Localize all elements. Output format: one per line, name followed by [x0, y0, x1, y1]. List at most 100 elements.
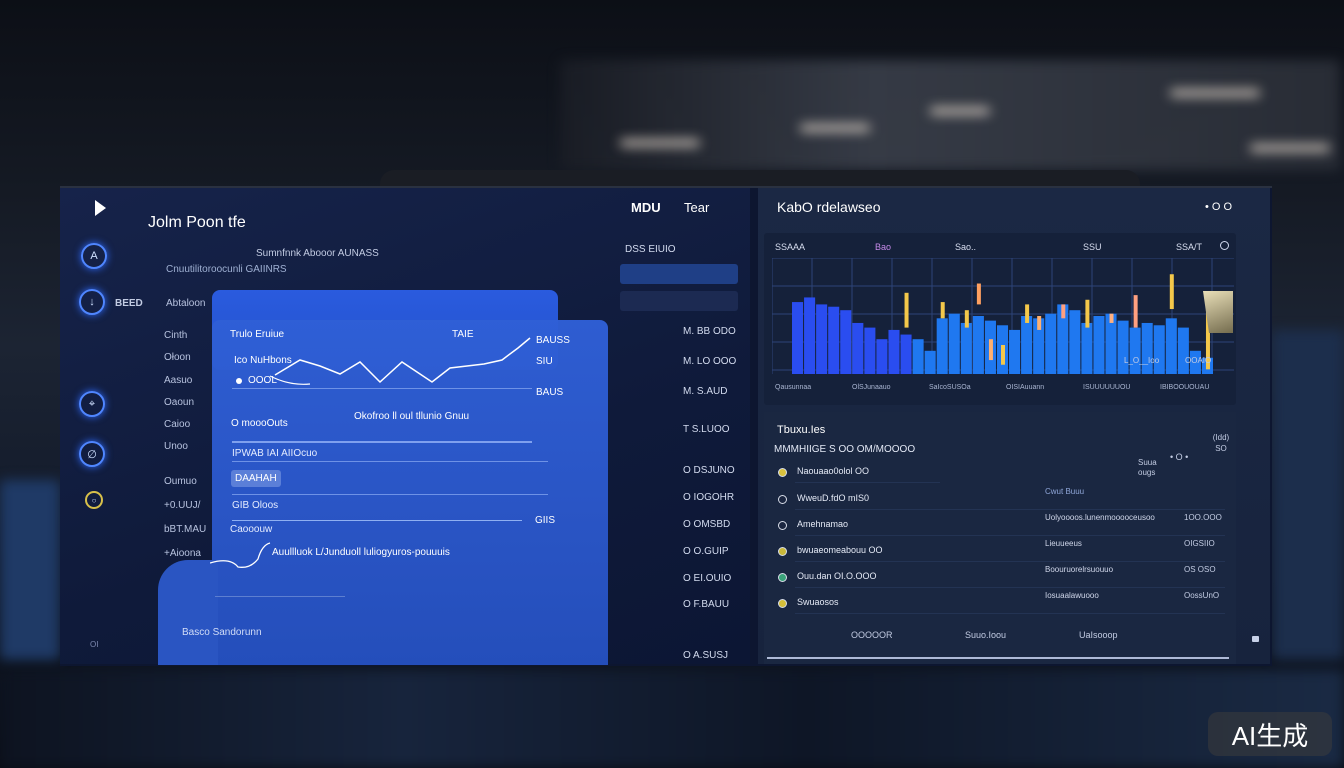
- side-stat: • O •: [1170, 452, 1189, 462]
- header-item[interactable]: MDU: [631, 200, 661, 215]
- data-row[interactable]: IPWAB IAI AIIOcuo: [232, 448, 318, 459]
- chat-icon[interactable]: [1252, 636, 1259, 642]
- volume-bar: [804, 297, 816, 374]
- divider: [232, 441, 532, 443]
- menu-item[interactable]: bBT.MAU: [164, 524, 207, 535]
- footer-tab[interactable]: UaIsooop: [1079, 630, 1118, 640]
- x-tick-label: Qausunnaa: [775, 384, 812, 391]
- status-dot: [778, 547, 787, 556]
- volume-bar: [1093, 316, 1105, 374]
- menu-item[interactable]: Caioo: [164, 419, 191, 430]
- volume-bar: [876, 339, 888, 374]
- menu-item[interactable]: Abtaloon: [166, 298, 206, 309]
- section-title: O moooOuts: [231, 418, 288, 429]
- chart-icon[interactable]: ↓: [79, 289, 105, 315]
- chart-note: OOAIO: [1185, 356, 1212, 365]
- header-item[interactable]: Tear: [684, 200, 710, 215]
- value-cell[interactable]: M. BB ODO: [683, 326, 736, 337]
- list-item[interactable]: Swuaosos: [797, 597, 839, 607]
- value-cell[interactable]: O IOGOHR: [683, 492, 735, 503]
- menu-item[interactable]: +Aioona: [164, 548, 201, 559]
- menu-item[interactable]: Cinth: [164, 330, 188, 341]
- data-row[interactable]: Caooouw: [230, 524, 273, 535]
- menu-item[interactable]: Unoo: [164, 441, 188, 452]
- volume-bar: [1033, 318, 1045, 374]
- list-item[interactable]: Naouaao0olol OO: [797, 466, 870, 476]
- candle: [1133, 295, 1138, 328]
- list-item[interactable]: WweuD.fdO mIS0: [797, 493, 870, 503]
- volume-bar: [1045, 313, 1057, 374]
- pin-icon[interactable]: ⌖: [79, 391, 105, 417]
- price-tag: [1203, 291, 1233, 333]
- chart-label: SSAAA: [775, 242, 806, 252]
- list-item[interactable]: Amehnamao: [797, 519, 849, 529]
- volume-bar: [948, 313, 960, 374]
- list-item[interactable]: bwuaeomeabouu OO: [797, 545, 883, 555]
- settings-icon[interactable]: [1220, 241, 1229, 250]
- list-item-detail: Boouruorelrsuouuo: [1045, 565, 1114, 574]
- list-panel: [764, 412, 1236, 664]
- window-controls[interactable]: • O O: [1205, 201, 1233, 213]
- candle: [976, 283, 981, 305]
- chart-label: Sao..: [955, 242, 977, 252]
- footer-tab[interactable]: Suuo.Ioou: [965, 630, 1007, 640]
- value-cell[interactable]: O F.BAUU: [683, 599, 730, 610]
- value-cell[interactable]: O OMSBD: [683, 519, 731, 530]
- list-item[interactable]: Ouu.dan OI.O.OOO: [797, 571, 877, 581]
- volume-bar: [1153, 325, 1165, 374]
- value-cell[interactable]: O DSJUNO: [683, 465, 735, 476]
- volume-bar: [1129, 327, 1141, 374]
- chart-label: SSA/T: [1176, 242, 1203, 252]
- volume-bar: [816, 304, 828, 374]
- value-cell[interactable]: M. LO OOO: [683, 356, 737, 367]
- candle: [940, 302, 945, 319]
- value-cell[interactable]: DSS EIUIO: [625, 244, 676, 255]
- corner-label: OI: [90, 640, 99, 649]
- volume-bar: [888, 329, 900, 374]
- section-right: Okofroo ll oul tllunio Gnuu: [354, 411, 470, 422]
- profile-icon[interactable]: A: [81, 243, 107, 269]
- scrollbar[interactable]: [767, 657, 1229, 659]
- footer-text: Basco Sandorunn: [182, 627, 262, 638]
- candle: [1109, 313, 1114, 323]
- trade-card: [212, 320, 608, 665]
- value-cell[interactable]: O O.GUIP: [683, 546, 729, 557]
- menu-item[interactable]: Aasuo: [164, 375, 193, 386]
- slider-track[interactable]: [232, 520, 522, 521]
- menu-item[interactable]: Ołoon: [164, 352, 191, 363]
- volume-bar: [1069, 310, 1081, 374]
- list-divider: [795, 613, 1225, 614]
- footer-tab[interactable]: OOOOOR: [851, 630, 893, 640]
- candle: [904, 292, 909, 328]
- volume-bar: [960, 322, 972, 374]
- value-cell[interactable]: O A.SUSJ: [683, 650, 729, 661]
- list-divider: [795, 482, 940, 483]
- menu-item[interactable]: Oumuo: [164, 476, 197, 487]
- play-icon[interactable]: [95, 200, 106, 216]
- page-title: Jolm Poon tfe: [148, 214, 246, 231]
- menu-item[interactable]: +0.UUJ/: [164, 500, 201, 511]
- status-badge[interactable]: DAAHAH: [231, 470, 281, 487]
- legend-item: OOOL: [248, 375, 277, 386]
- highlight-row: [620, 291, 738, 311]
- data-row: Auullluok L/Junduoll luliogyuros-pouuuis: [272, 547, 450, 558]
- data-row[interactable]: GIB Oloos: [232, 500, 279, 511]
- list-item-detail: Cwut Buuu: [1045, 487, 1085, 496]
- side-label: BEED: [115, 298, 143, 309]
- volume-bar: [1021, 316, 1033, 374]
- volume-bar: [1105, 313, 1117, 374]
- legend-dot: [236, 378, 242, 384]
- chart-note: L_O__Ioo: [1124, 356, 1160, 365]
- menu-item[interactable]: Oaoun: [164, 397, 195, 408]
- x-tick-label: IBIBOOUOUAU: [1160, 384, 1210, 391]
- status-dot: [778, 521, 787, 530]
- link-icon[interactable]: ∅: [79, 441, 105, 467]
- value-cell[interactable]: T S.LUOO: [683, 424, 730, 435]
- value-cell[interactable]: M. S.AUD: [683, 386, 728, 397]
- trend-line-chart: [269, 337, 531, 385]
- value-cell[interactable]: O EI.OUIO: [683, 573, 732, 584]
- x-tick-label: OISIAuuann: [1006, 384, 1045, 391]
- status-dot: [778, 468, 787, 477]
- coin-icon[interactable]: ○: [85, 491, 103, 509]
- divider: [232, 388, 532, 389]
